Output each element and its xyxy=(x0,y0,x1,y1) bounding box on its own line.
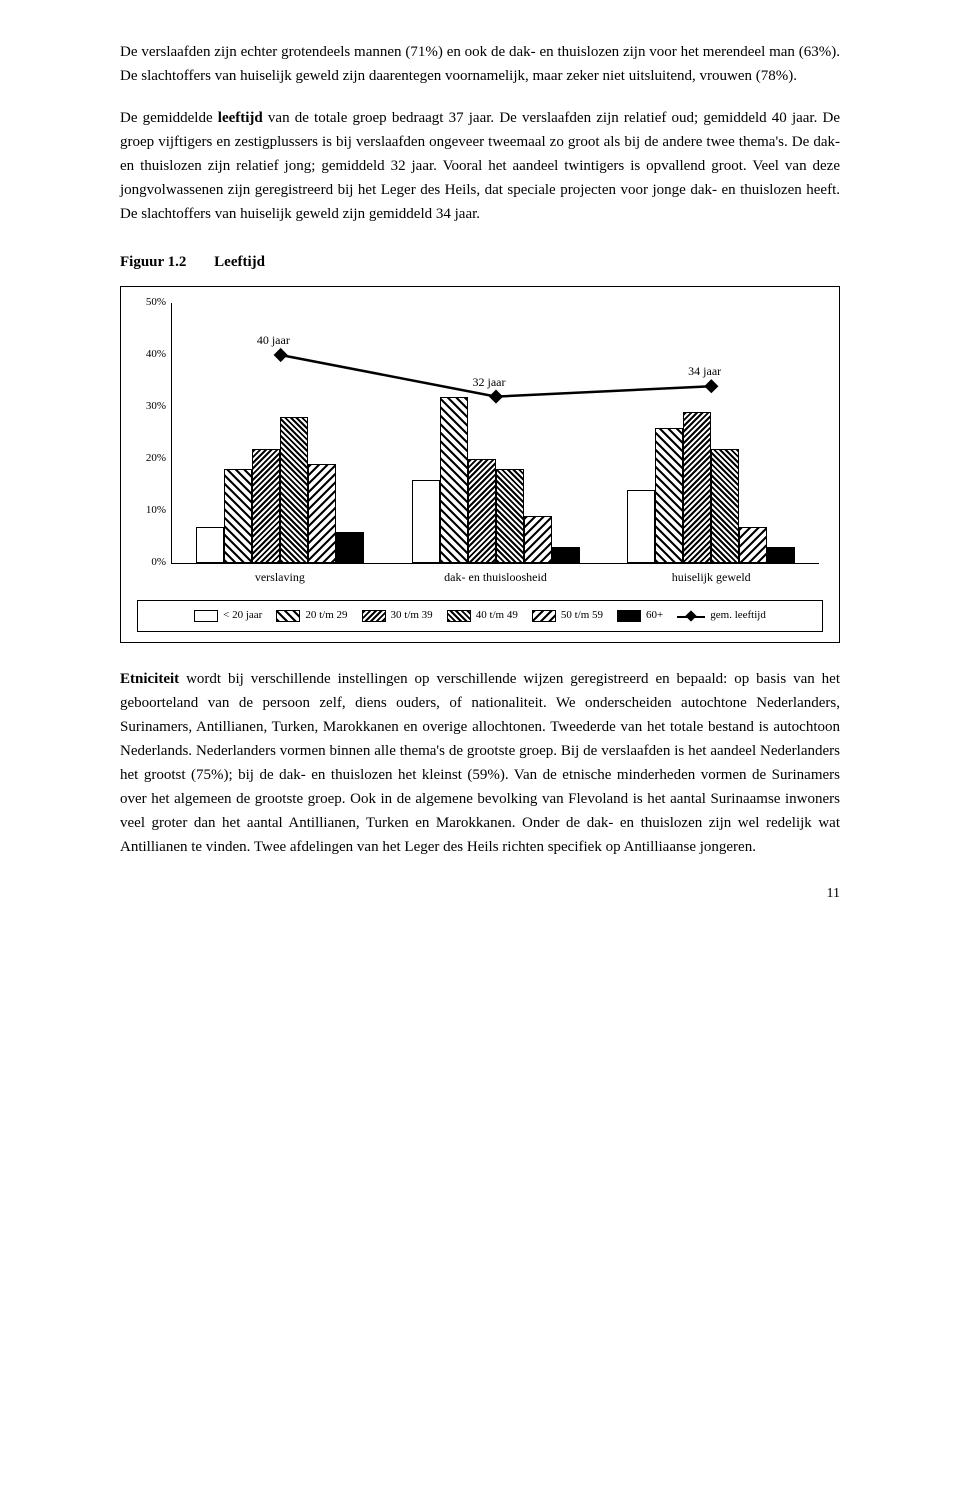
p2-lead: De gemiddelde xyxy=(120,110,218,126)
chart-bar xyxy=(496,469,524,563)
figure-name: Leeftijd xyxy=(214,254,265,270)
y-axis-tick: 30% xyxy=(134,398,166,416)
legend-label: 50 t/m 59 xyxy=(561,607,603,625)
group-label: huiselijk geweld xyxy=(603,568,819,587)
paragraph-2: De gemiddelde leeftijd van de totale gro… xyxy=(120,106,840,226)
legend-label: < 20 jaar xyxy=(223,607,262,625)
page-number: 11 xyxy=(120,883,840,905)
y-axis-tick: 10% xyxy=(134,502,166,520)
p2-bold: leeftijd xyxy=(218,110,263,126)
y-axis-tick: 50% xyxy=(134,294,166,312)
chart-bar xyxy=(655,428,683,563)
chart-bar xyxy=(336,532,364,563)
chart-bar xyxy=(440,397,468,563)
legend-swatch xyxy=(532,610,556,622)
chart-bar xyxy=(280,417,308,563)
chart-bar xyxy=(224,469,252,563)
chart-container: 0% 10% 20% 30% 40% 50% verslavingdak- en thuis… xyxy=(120,286,840,643)
chart-bar xyxy=(767,547,795,563)
avg-label: 40 jaar xyxy=(257,331,290,350)
y-axis-tick: 20% xyxy=(134,450,166,468)
figure-title: Figuur 1.2 Leeftijd xyxy=(120,250,840,274)
paragraph-3: Etniciteit wordt bij verschillende inste… xyxy=(120,667,840,859)
legend-item: 50 t/m 59 xyxy=(532,607,603,625)
legend-label: 30 t/m 39 xyxy=(391,607,433,625)
chart-bar xyxy=(552,547,580,563)
p3-bold: Etniciteit xyxy=(120,671,179,687)
legend-item: < 20 jaar xyxy=(194,607,262,625)
avg-label: 34 jaar xyxy=(688,362,721,381)
legend-label: 40 t/m 49 xyxy=(476,607,518,625)
chart-bar xyxy=(739,527,767,563)
legend-swatch xyxy=(447,610,471,622)
legend-item: 40 t/m 49 xyxy=(447,607,518,625)
chart-bar xyxy=(711,449,739,563)
y-axis-tick: 40% xyxy=(134,346,166,364)
paragraph-1: De verslaafden zijn echter grotendeels m… xyxy=(120,40,840,88)
chart-bar xyxy=(627,490,655,563)
chart-plot: 0%10%20%30%40%50%verslavingdak- en thuis… xyxy=(171,303,819,564)
p3-rest: wordt bij verschillende instellingen op … xyxy=(120,671,840,855)
chart-bar xyxy=(412,480,440,563)
legend-item: 20 t/m 29 xyxy=(276,607,347,625)
y-axis-tick: 0% xyxy=(134,554,166,572)
legend-label: 60+ xyxy=(646,607,663,625)
p2-rest: van de totale groep bedraagt 37 jaar. De… xyxy=(120,110,840,222)
chart-bar xyxy=(524,516,552,563)
chart-bar xyxy=(683,412,711,563)
legend-swatch xyxy=(362,610,386,622)
chart-group: dak- en thuisloosheid xyxy=(388,303,604,563)
legend-item: 30 t/m 39 xyxy=(362,607,433,625)
chart-bar xyxy=(252,449,280,563)
legend-item: gem. leeftijd xyxy=(677,607,766,625)
legend-swatch xyxy=(194,610,218,622)
group-label: verslaving xyxy=(172,568,388,587)
group-label: dak- en thuisloosheid xyxy=(388,568,604,587)
avg-label: 32 jaar xyxy=(473,373,506,392)
chart-bar xyxy=(196,527,224,563)
legend-label: 20 t/m 29 xyxy=(305,607,347,625)
legend-label: gem. leeftijd xyxy=(710,607,766,625)
chart-legend: < 20 jaar 20 t/m 29 30 t/m 39 40 t/m 49 50 t… xyxy=(137,600,823,632)
legend-item: 60+ xyxy=(617,607,663,625)
figure-number: Figuur 1.2 xyxy=(120,254,186,270)
legend-swatch-line xyxy=(677,610,705,622)
chart-bar xyxy=(308,464,336,563)
legend-swatch xyxy=(276,610,300,622)
chart-bar xyxy=(468,459,496,563)
legend-swatch xyxy=(617,610,641,622)
chart-group: huiselijk geweld xyxy=(603,303,819,563)
